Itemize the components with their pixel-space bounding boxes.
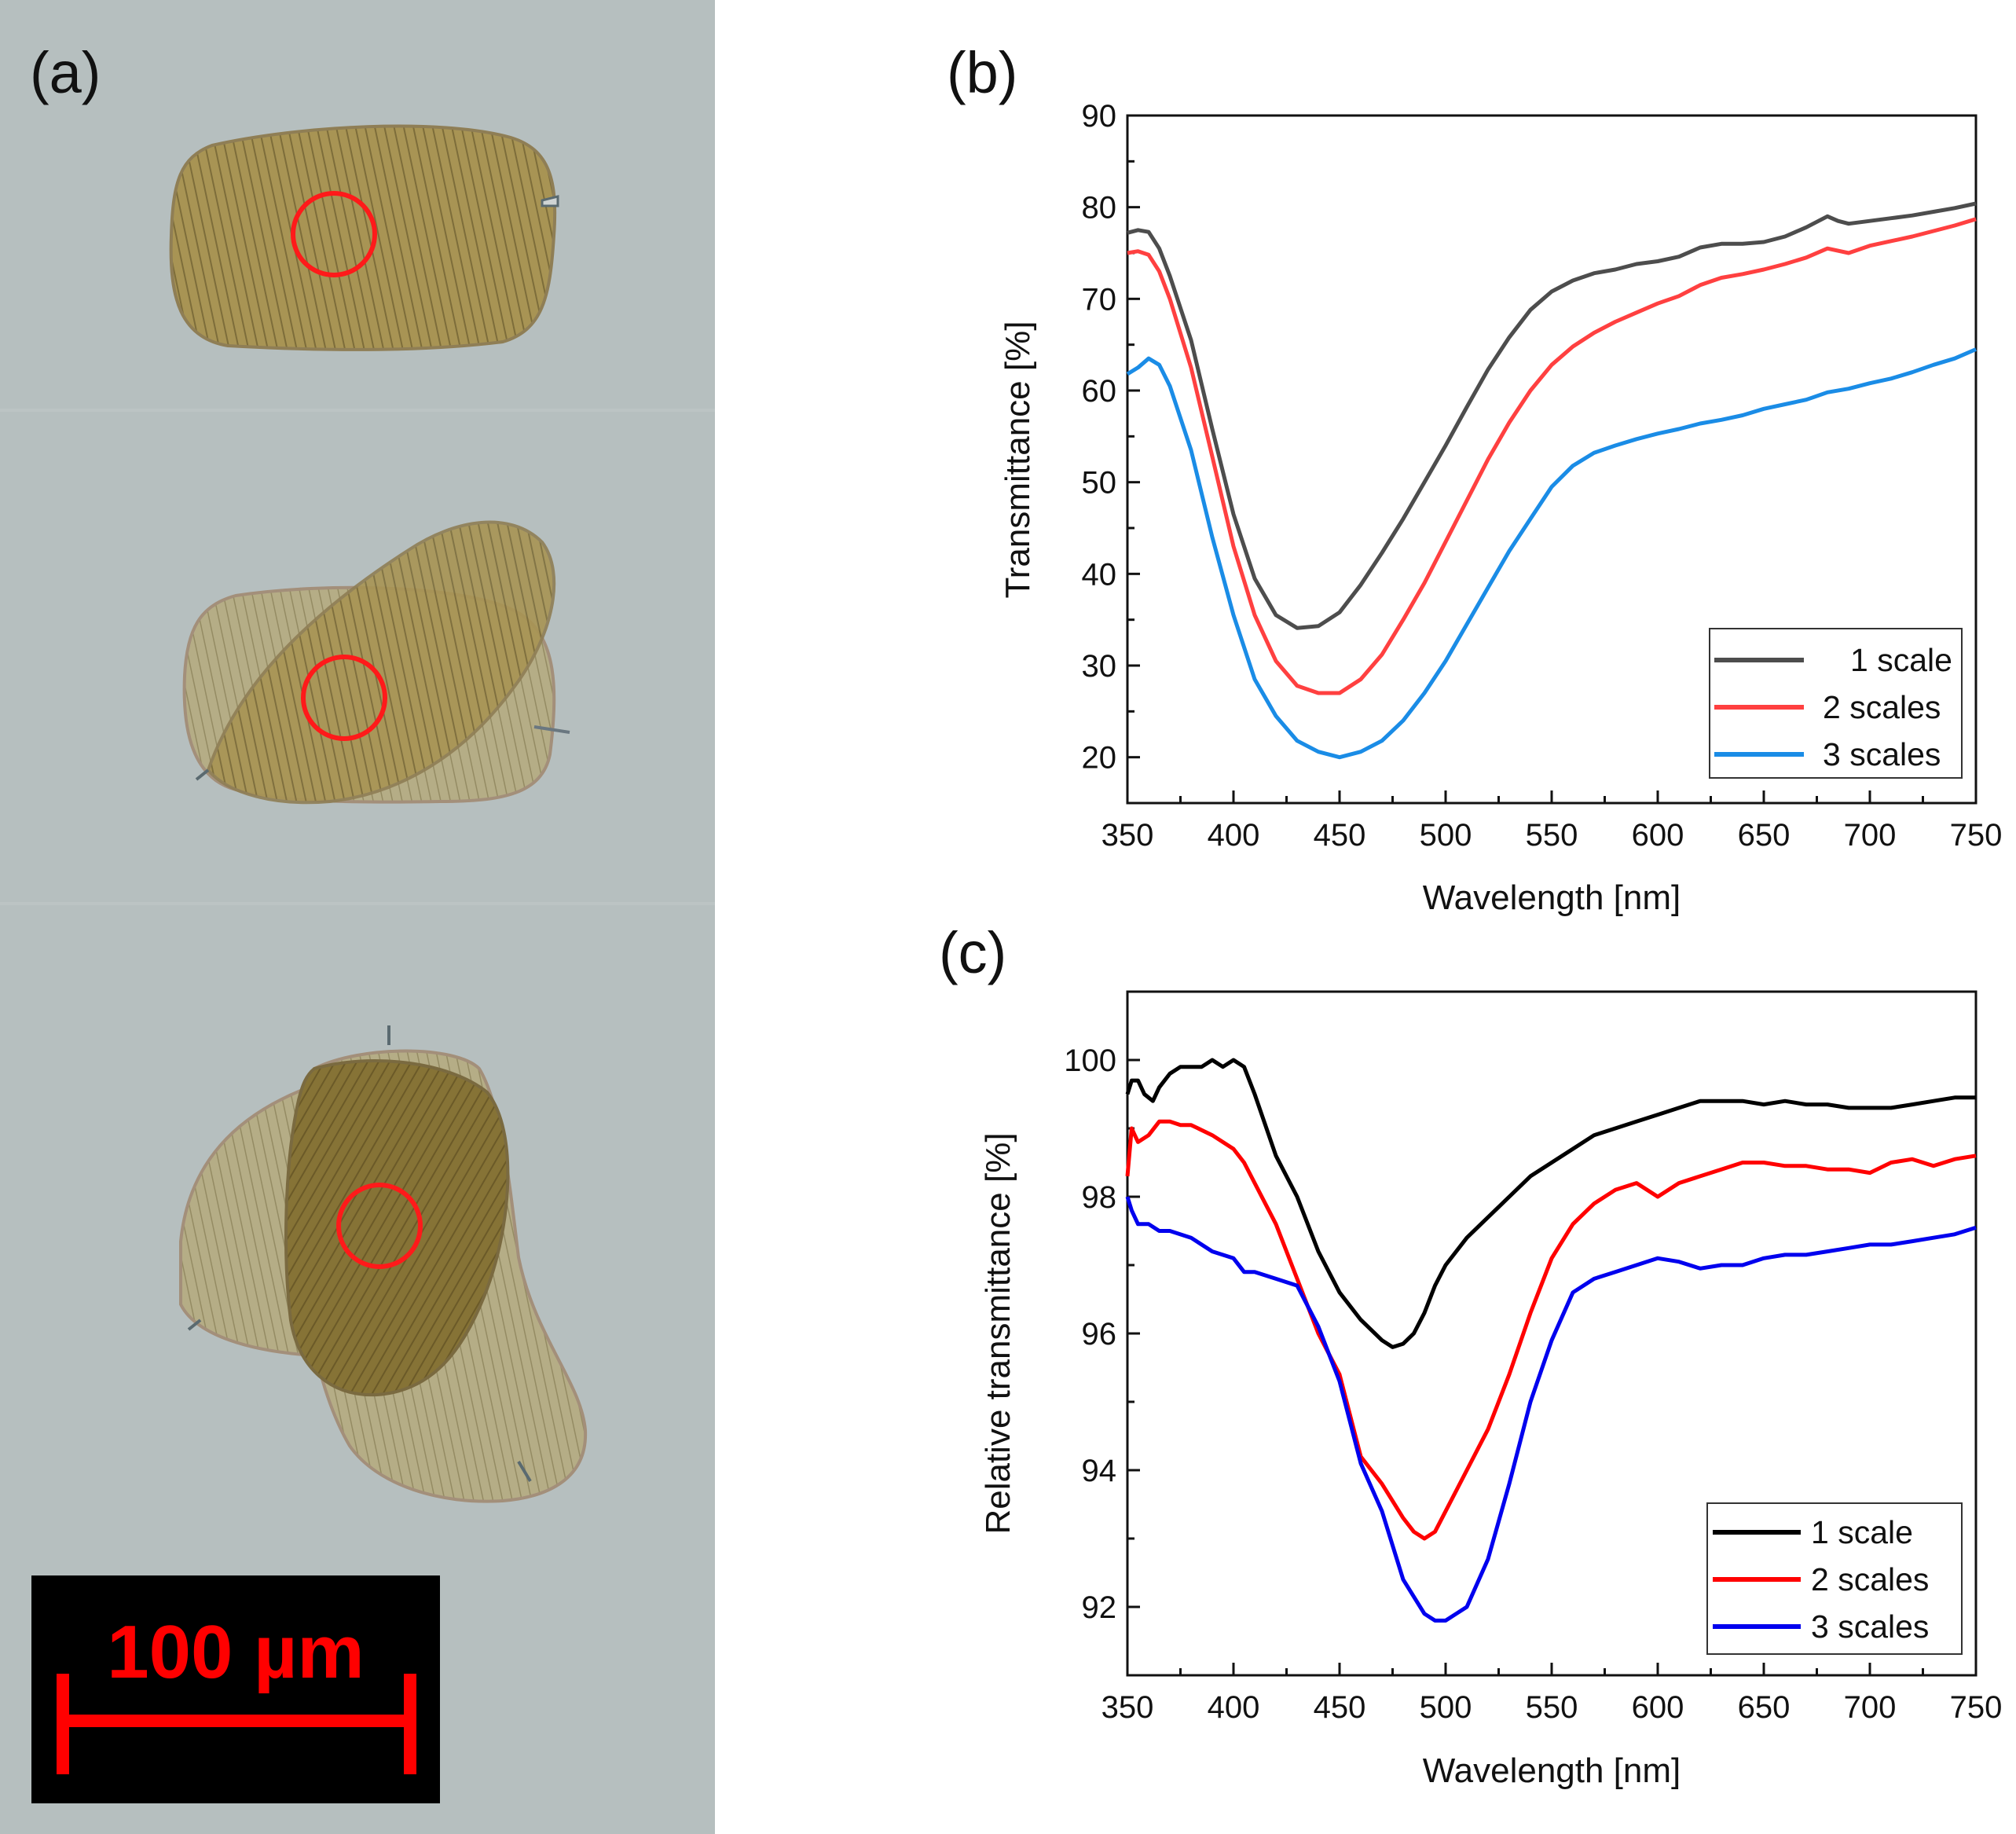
x-ticks-b: 350 400 450 500 550 600 650 700 750: [1101, 790, 2003, 853]
x-tick-label-b-1: 400: [1208, 818, 1260, 853]
x-ticks-c: 350 400 450 500 550 600 650 700 750: [1101, 1663, 2003, 1725]
x-tick-label-b-6: 650: [1738, 818, 1791, 853]
y-tick-label-c-4: 100: [1064, 1044, 1116, 1078]
x-tick-label-c-3: 500: [1420, 1690, 1472, 1725]
x-tick-label-c-8: 750: [1950, 1690, 2003, 1725]
legend-label-c-2: 2 scales: [1811, 1561, 1929, 1597]
panel-a-label: (a): [30, 40, 101, 105]
y-tick-label-c-0: 92: [1082, 1590, 1117, 1625]
legend-label-c-1: 1 scale: [1811, 1514, 1913, 1550]
x-tick-label-b-8: 750: [1950, 818, 2003, 853]
x-axis-title-b: Wavelength [nm]: [1423, 878, 1681, 917]
measurement-circle-2: [301, 655, 387, 741]
y-axis-title-b: Transmittance [%]: [999, 321, 1037, 599]
two-scales-image: [182, 520, 570, 805]
y-tick-label-b-1: 30: [1082, 649, 1117, 684]
x-tick-label-c-5: 600: [1632, 1690, 1684, 1725]
series-line-b-2: [1127, 217, 1977, 695]
y-tick-label-b-6: 80: [1082, 191, 1117, 226]
x-tick-label-b-4: 550: [1526, 818, 1578, 853]
y-tick-label-b-4: 60: [1082, 374, 1117, 409]
y-ticks-b: 20 30 40 50 60 70 80 90: [1082, 99, 1140, 776]
x-tick-label-c-6: 650: [1738, 1690, 1791, 1725]
y-ticks-c: 92 94 96 98 100: [1064, 1044, 1140, 1625]
measurement-circle-1: [291, 191, 377, 277]
x-tick-label-b-2: 450: [1314, 818, 1366, 853]
series-line-b-1: [1127, 201, 1977, 630]
series-c: [1125, 1058, 1977, 1623]
x-tick-label-b-3: 500: [1420, 818, 1472, 853]
relative-transmittance-chart: (c) 92 94 96 98 100 350 400 450 500 550 600 650 700…: [939, 920, 2002, 1790]
y-tick-label-c-2: 96: [1082, 1317, 1117, 1352]
y-tick-label-b-7: 90: [1082, 99, 1117, 134]
y-axis-title-c: Relative transmittance [%]: [979, 1132, 1017, 1534]
panel-c-label: (c): [939, 920, 1006, 985]
legend-label-b-1: 1 scale: [1850, 642, 1952, 678]
y-tick-label-b-0: 20: [1082, 741, 1117, 776]
x-tick-label-c-4: 550: [1526, 1690, 1578, 1725]
three-scales-image: [179, 1025, 588, 1503]
legend-b: 1 scale 2 scales 3 scales: [1709, 628, 1963, 779]
legend-label-c-3: 3 scales: [1811, 1608, 1929, 1645]
x-tick-label-c-7: 700: [1844, 1690, 1897, 1725]
micrograph-tile-divider-2: [0, 902, 715, 905]
y-tick-label-b-5: 70: [1082, 282, 1117, 317]
y-tick-label-b-3: 50: [1082, 466, 1117, 501]
legend-label-b-3: 3 scales: [1823, 736, 1941, 772]
x-axis-title-c: Wavelength [nm]: [1423, 1751, 1681, 1790]
y-tick-label-b-2: 40: [1082, 557, 1117, 592]
panel-b-label: (b): [947, 40, 1017, 105]
x-tick-label-c-2: 450: [1314, 1690, 1366, 1725]
series-line-c-1: [1125, 1058, 1976, 1349]
scale-bar-background: [31, 1575, 440, 1803]
single-scale-image: [169, 124, 559, 351]
x-tick-label-b-7: 700: [1844, 818, 1897, 853]
transmittance-chart: (b) 20 30 40 50 60 70 80 90 350 400 450 500 550 600 6…: [947, 40, 2002, 917]
x-tick-label-b-0: 350: [1101, 818, 1154, 853]
y-tick-label-c-1: 94: [1082, 1454, 1117, 1488]
series-line-b-3: [1126, 347, 1977, 760]
y-tick-label-c-3: 98: [1082, 1180, 1117, 1215]
micrograph-panel: 100 µm (a): [0, 0, 715, 1834]
series-line-c-2: [1125, 1119, 1977, 1541]
x-tick-label-b-5: 600: [1632, 818, 1684, 853]
x-tick-label-c-0: 350: [1101, 1690, 1154, 1725]
series-line-c-3: [1125, 1196, 1977, 1623]
scale-bar: 100 µm: [31, 1575, 440, 1803]
legend-label-b-2: 2 scales: [1823, 689, 1941, 725]
measurement-circle-3: [336, 1183, 423, 1269]
legend-c: 1 scale 2 scales 3 scales: [1706, 1502, 1963, 1655]
scale-bar-label: 100 µm: [107, 1610, 365, 1694]
micrograph-tile-divider-1: [0, 409, 715, 412]
x-tick-label-c-1: 400: [1208, 1690, 1260, 1725]
series-b: [1126, 201, 1977, 760]
